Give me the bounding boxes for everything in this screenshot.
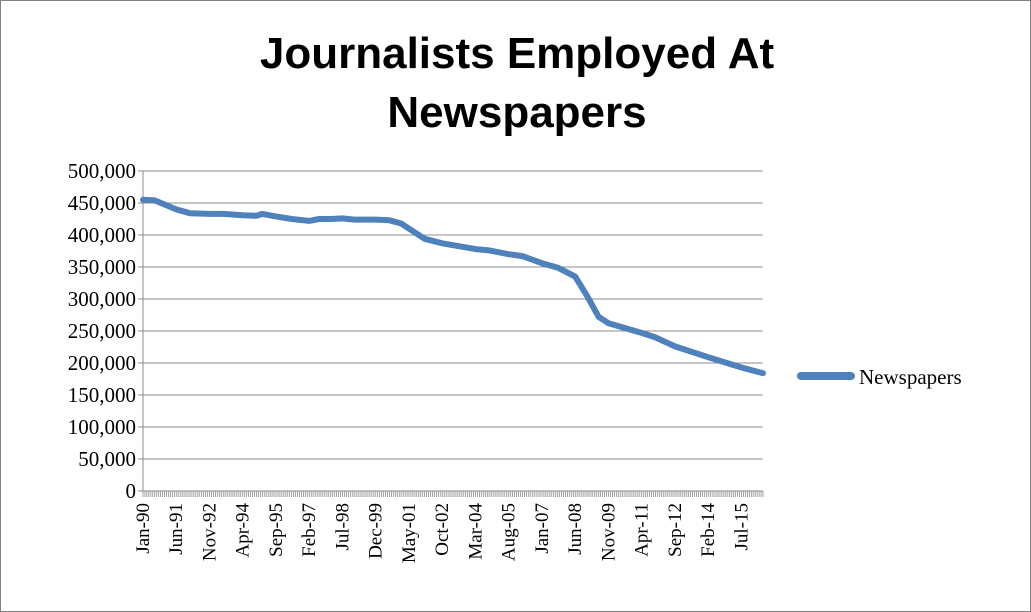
y-tick-label: 250,000 [68,319,136,343]
x-tick-label: Jun-91 [166,503,187,555]
x-tick-label: Sep-95 [266,503,287,557]
y-tick-label: 450,000 [68,191,136,215]
x-tick-label: Apr-94 [233,503,254,558]
x-tick-label: Jan-90 [133,503,154,554]
x-tick-label: Dec-99 [366,503,387,559]
y-tick-label: 500,000 [68,159,136,183]
y-tick-label: 350,000 [68,255,136,279]
x-tick-label: Jun-08 [565,503,586,555]
series-line-newspapers [140,196,766,377]
y-tick-label: 100,000 [68,415,136,439]
y-tick-label: 0 [126,479,137,503]
y-tick-label: 400,000 [68,223,136,247]
x-tick-label: Feb-97 [299,503,320,557]
x-tick-label: May-01 [399,503,420,563]
x-tick-label: Feb-14 [698,503,719,557]
x-tick-label: Sep-12 [665,503,686,557]
legend: Newspapers [797,365,962,389]
x-tick-label: Nov-09 [598,503,619,561]
x-tick-label: Oct-02 [432,503,453,556]
chart-title: Journalists Employed At Newspapers [260,29,775,137]
y-tick-label: 150,000 [68,383,136,407]
x-tick-label: Jul-98 [332,503,353,551]
x-tick-label: Jul-15 [731,503,752,551]
x-tick-label: Aug-05 [499,503,520,561]
x-tick-label: Apr-11 [632,503,653,557]
y-tick-label: 50,000 [78,447,136,471]
x-tick-label: Jan-07 [532,503,553,554]
legend-label: Newspapers [859,365,962,389]
plot-area: 0 50,000 100,000 150,000 200,000 250,000 300,0… [68,159,766,563]
chart-title-line-1: Journalists Employed At [260,29,775,78]
y-tick-label: 200,000 [68,351,136,375]
y-tick-label: 300,000 [68,287,136,311]
x-tick-label: Nov-92 [199,503,220,561]
x-tick-label: Mar-04 [465,503,486,560]
chart-title-line-2: Newspapers [387,88,646,137]
